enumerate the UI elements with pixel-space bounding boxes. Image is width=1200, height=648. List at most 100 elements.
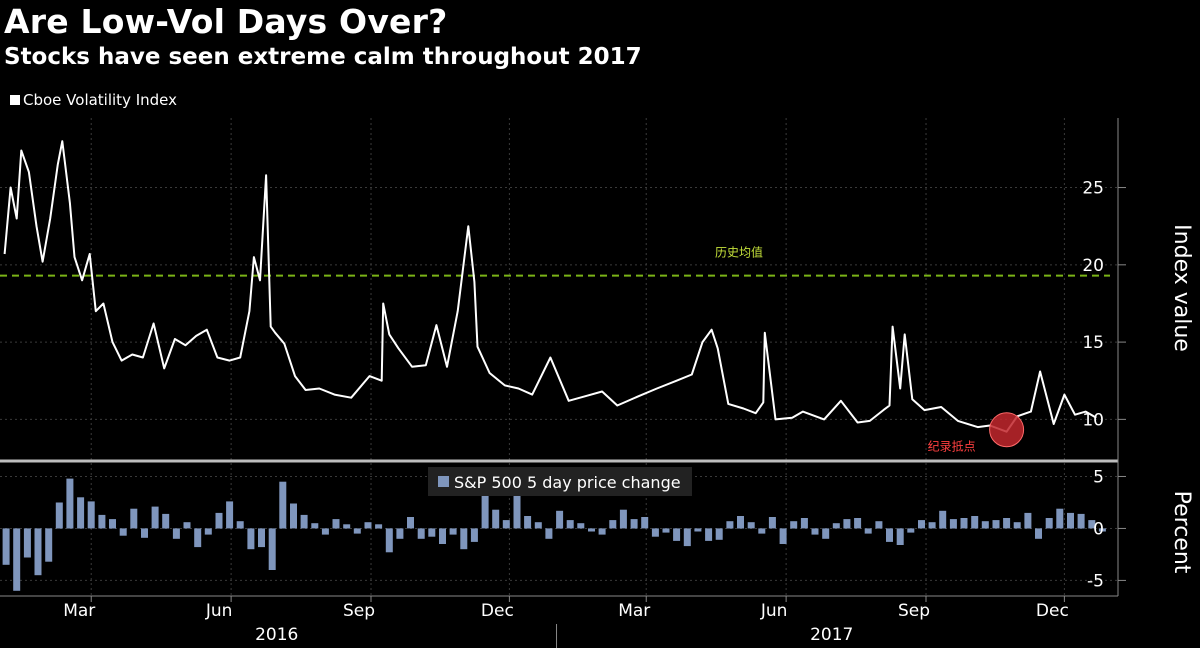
sp500-bar	[779, 528, 787, 544]
sp500-bar	[311, 523, 319, 529]
sp500-bar	[928, 522, 936, 529]
sp500-bar	[204, 528, 212, 535]
historical-mean-label: 历史均值	[715, 245, 763, 260]
x-year-label: 2017	[810, 625, 853, 645]
sp500-bar	[492, 509, 500, 529]
sp500-bar	[822, 528, 830, 539]
sp500-bar	[130, 508, 138, 529]
sp500-bar	[385, 528, 393, 553]
x-month-label: Sep	[898, 601, 930, 621]
sp500-bar	[375, 524, 383, 529]
sp500-bar	[34, 528, 42, 576]
vix-y-axis-title: Index value	[1169, 224, 1194, 352]
sp500-bar	[971, 516, 979, 529]
sp500-bar	[23, 528, 31, 558]
sp500-bar	[556, 510, 564, 529]
sp500-bar	[417, 528, 425, 539]
sp500-bar	[886, 528, 893, 542]
vix-y-tick-label: 15	[1082, 333, 1104, 353]
sp500-bar	[651, 528, 659, 537]
sp500-bar	[1013, 522, 1021, 529]
record-low-marker	[989, 412, 1025, 448]
sp500-bar	[258, 528, 265, 548]
sp500-bar	[66, 478, 74, 529]
sp500-bar	[662, 528, 670, 533]
sp500-bar	[843, 519, 851, 529]
x-month-label: Jun	[760, 601, 788, 621]
sp500-bar	[236, 521, 244, 529]
sp500-bar	[864, 528, 872, 534]
vix-y-tick-label: 20	[1082, 256, 1104, 276]
sp500-bar	[1067, 512, 1074, 529]
sp500-bar	[162, 513, 170, 529]
sp500-bar	[364, 522, 372, 529]
sp500-bar	[981, 521, 989, 529]
sp500-bar	[1003, 518, 1011, 529]
sp500-bar	[918, 520, 925, 529]
sp500-bar	[939, 510, 947, 529]
sp500-bar	[290, 503, 297, 529]
x-month-label: Mar	[618, 601, 650, 621]
sp500-bar	[226, 501, 234, 529]
percent-y-tick-label: -5	[1087, 571, 1104, 591]
sp500-bars	[2, 478, 1106, 591]
sp500-bar	[683, 528, 691, 547]
sp500-bar	[534, 522, 542, 529]
record-low-label: 纪录抵点	[928, 440, 976, 454]
sp500-bar	[300, 514, 308, 529]
sp500-bar	[545, 528, 553, 539]
sp500-bar	[470, 528, 478, 542]
sp500-bar	[449, 528, 457, 535]
sp500-bar	[332, 519, 340, 529]
sp500-bar	[45, 528, 53, 562]
sp500-bar	[247, 528, 255, 550]
sp500-bar	[268, 528, 276, 570]
sp500-bar	[630, 519, 638, 529]
x-month-label: Dec	[481, 601, 514, 621]
sp500-bar	[87, 501, 95, 529]
chart-subtitle: Stocks have seen extreme calm throughout…	[4, 44, 642, 70]
sp500-bar	[619, 509, 627, 529]
sp500-bar	[2, 528, 10, 565]
sp500-bar	[407, 517, 414, 529]
sp500-bar	[1045, 518, 1053, 529]
sp500-bar	[396, 528, 404, 539]
sp500-bar	[715, 528, 723, 540]
sp500-bar	[790, 521, 798, 529]
sp500-bar	[119, 528, 127, 536]
sp500-bar	[183, 522, 191, 529]
sp500-bar	[1077, 513, 1085, 529]
sp500-bar	[588, 528, 595, 532]
sp500-bar	[1088, 520, 1096, 529]
sp500-bar	[641, 517, 649, 529]
sp500-bar	[1035, 528, 1042, 539]
sp500-bar	[172, 528, 180, 539]
sp500-bar	[55, 502, 63, 529]
x-month-label: Sep	[343, 601, 375, 621]
sp500-bar	[747, 522, 755, 529]
x-month-label: Dec	[1036, 601, 1069, 621]
sp500-bar	[598, 528, 606, 535]
sp500-bar	[279, 481, 287, 529]
sp500-bar	[1024, 512, 1032, 529]
sp500-bar	[758, 528, 766, 534]
percent-y-axis-title: Percent	[1169, 491, 1194, 574]
sp500-bar	[566, 520, 574, 529]
sp500-bar	[832, 523, 840, 529]
sp500-bar	[907, 528, 915, 533]
sp500-bar	[141, 528, 148, 538]
sp500-bar	[109, 519, 116, 529]
percent-y-tick-label: 0	[1093, 519, 1104, 539]
sp500-bar	[1098, 528, 1106, 532]
sp500-bar	[949, 519, 957, 529]
sp500-bar	[694, 528, 702, 532]
sp500-bar	[13, 528, 21, 591]
sp500-bar	[321, 528, 329, 535]
sp500-bar	[577, 523, 585, 529]
sp500-bar	[343, 524, 351, 529]
vix-legend: Cboe Volatility Index	[10, 91, 177, 109]
sp500-bar	[439, 528, 446, 544]
x-month-label: Jun	[205, 601, 233, 621]
x-year-label: 2016	[255, 625, 298, 645]
